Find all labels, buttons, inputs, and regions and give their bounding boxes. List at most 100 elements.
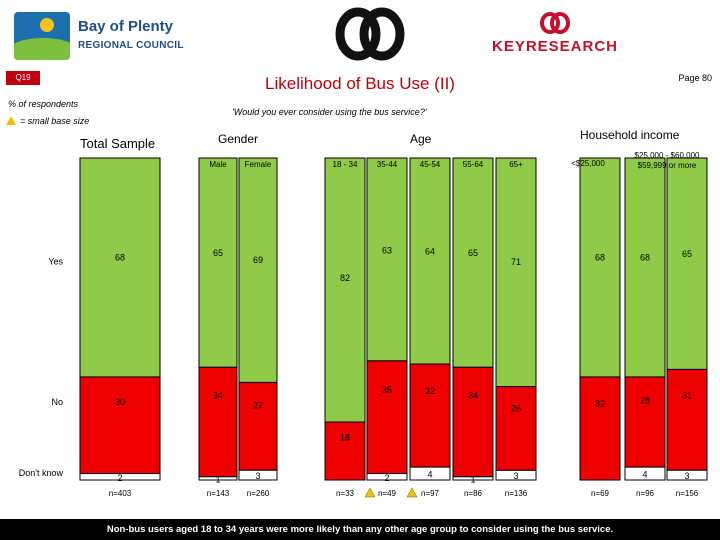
bar-segment-yes	[495, 157, 537, 388]
data-label-dont-know: 4	[427, 470, 432, 480]
bar-segment-yes	[579, 157, 621, 378]
category-label: Female	[245, 160, 272, 169]
data-label-yes: 63	[382, 245, 392, 255]
bar-segment-no	[409, 363, 451, 468]
bar-segment-yes	[79, 157, 161, 378]
data-label-no: 27	[253, 400, 263, 410]
bar-segment-no	[579, 376, 621, 481]
data-label-yes: 65	[682, 249, 692, 259]
bar-segment-no	[452, 366, 494, 478]
data-label-yes: 69	[253, 255, 263, 265]
bar-segment-dont-know	[198, 476, 238, 481]
data-label-no: 31	[682, 391, 692, 401]
small-base-legend: = small base size	[6, 116, 89, 126]
bar-segment-no	[79, 376, 161, 475]
category-label: 45-54	[420, 160, 441, 169]
bar-segment-yes	[624, 157, 666, 378]
agency-logo: KEYRESEARCH	[480, 12, 630, 58]
warning-icon	[364, 487, 376, 498]
page-number: Page 80	[678, 73, 712, 83]
category-label: 35-44	[377, 160, 398, 169]
data-label-yes: 68	[115, 253, 125, 263]
data-label-dont-know: 2	[117, 473, 122, 483]
data-label-yes: 65	[468, 248, 478, 258]
data-label-no: 18	[340, 433, 350, 443]
data-label-no: 26	[511, 404, 521, 414]
footer-commentary: Non-bus users aged 18 to 34 years were m…	[0, 519, 720, 540]
data-label-yes: 71	[511, 257, 521, 267]
group-label-total: Total Sample	[80, 136, 156, 151]
data-label-yes: 64	[425, 247, 435, 257]
base-size-label: n=403	[109, 489, 132, 498]
bar-segment-yes	[366, 157, 408, 362]
bar-segment-dont-know	[409, 466, 451, 481]
data-label-dont-know: 3	[513, 471, 518, 481]
base-size-label: n=96	[636, 489, 655, 498]
warning-icon	[6, 116, 16, 125]
base-size-label: n=86	[464, 489, 483, 498]
bar-segment-yes	[198, 157, 238, 368]
data-label-yes: 82	[340, 273, 350, 283]
data-label-no: 32	[595, 399, 605, 409]
agency-logo-icon	[540, 12, 570, 34]
bar-segment-no	[366, 360, 408, 475]
segment-label-yes: Yes	[48, 257, 63, 267]
bar-segment-dont-know	[238, 469, 278, 481]
category-label: 65+	[509, 160, 523, 169]
page-title: Likelihood of Bus Use (II)	[265, 74, 455, 93]
bar-segment-no	[495, 386, 537, 471]
base-size-label: n=33	[336, 489, 355, 498]
small-base-legend-text: = small base size	[20, 116, 90, 126]
segment-label-dont-know: Don't know	[19, 468, 64, 478]
category-label: Male	[209, 160, 227, 169]
bar-segment-dont-know	[366, 473, 408, 481]
bar-segment-dont-know	[452, 476, 494, 481]
bar-segment-yes	[238, 157, 278, 383]
client-logo-subtitle: REGIONAL COUNCIL	[78, 40, 184, 51]
base-size-label: n=97	[421, 489, 440, 498]
client-logo-name: Bay of Plenty	[78, 18, 174, 35]
data-label-dont-know: 3	[684, 471, 689, 481]
segment-label-no: No	[51, 397, 63, 407]
category-label: <$25,000	[571, 159, 605, 168]
category-label: 18 - 34	[333, 160, 358, 169]
header: Bay of Plenty REGIONAL COUNCIL KEYRESEAR…	[0, 0, 720, 66]
base-size-label: n=156	[676, 489, 699, 498]
warning-icon	[406, 487, 418, 498]
bar-segment-yes	[324, 157, 366, 423]
group-label-income: Household income	[580, 128, 680, 142]
data-label-dont-know: 3	[255, 471, 260, 481]
bar-segment-no	[624, 376, 666, 468]
client-logo: Bay of Plenty REGIONAL COUNCIL	[14, 12, 194, 60]
agency-logo-name: KEYRESEARCH	[491, 38, 619, 55]
question-code: Q19	[6, 71, 40, 85]
rings-logo-icon	[330, 6, 410, 62]
bar-segment-dont-know	[79, 473, 161, 481]
base-size-label: n=49	[378, 489, 397, 498]
category-label: $25,000 - $60,000	[635, 151, 700, 160]
category-label: 55-64	[463, 160, 484, 169]
bar-segment-yes	[409, 157, 451, 365]
data-label-yes: 65	[213, 248, 223, 258]
data-label-no: 32	[425, 386, 435, 396]
data-label-no: 34	[213, 391, 223, 401]
bar-segment-no	[666, 368, 708, 471]
bar-segment-dont-know	[624, 466, 666, 481]
data-label-no: 28	[640, 396, 650, 406]
group-label-gender: Gender	[218, 132, 259, 146]
base-size-label: n=69	[591, 489, 610, 498]
data-label-yes: 68	[640, 253, 650, 263]
bar-segment-dont-know	[495, 469, 537, 481]
data-label-no: 34	[468, 391, 478, 401]
bar-segment-yes	[452, 157, 494, 368]
data-label-dont-know: 1	[470, 474, 475, 484]
data-label-no: 30	[115, 397, 125, 407]
bar-segment-no	[238, 381, 278, 471]
data-label-dont-know: 4	[642, 470, 647, 480]
data-label-no: 35	[382, 385, 392, 395]
data-label-dont-know: 2	[384, 473, 389, 483]
category-label: $59,999 or more	[638, 161, 697, 170]
data-label-yes: 68	[595, 253, 605, 263]
group-label-age: Age	[410, 132, 432, 146]
